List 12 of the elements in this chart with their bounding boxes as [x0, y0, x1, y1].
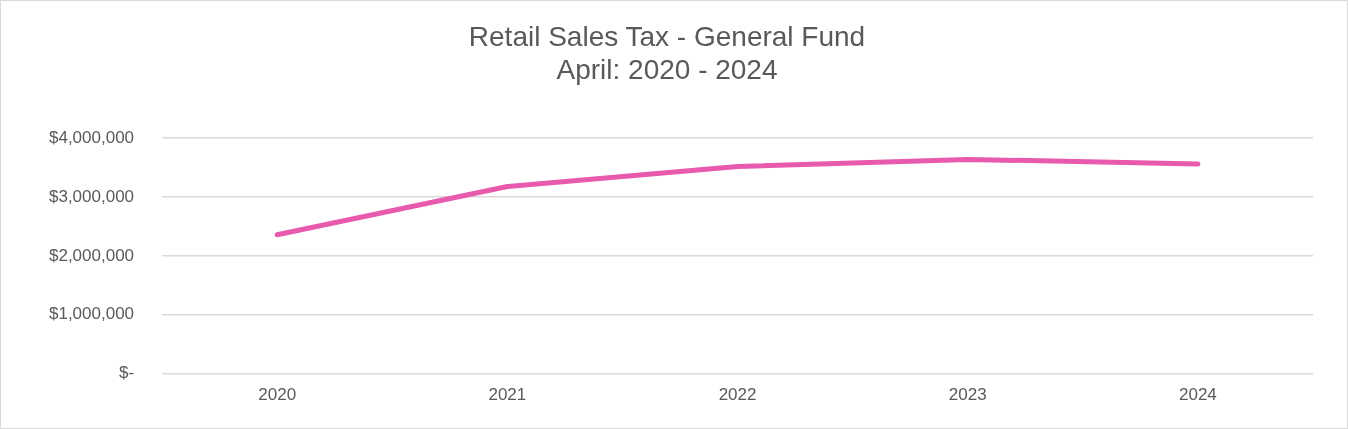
- x-tick-label: 2020: [258, 385, 297, 405]
- chart-subtitle: April: 2020 - 2024: [556, 54, 778, 86]
- chart-title: Retail Sales Tax - General Fund: [468, 20, 866, 52]
- x-tick-label: 2021: [488, 385, 527, 405]
- x-tick-label: 2024: [1178, 385, 1217, 405]
- x-tick-label: 2023: [948, 385, 987, 405]
- y-tick-label: $3,000,000: [48, 186, 135, 206]
- y-tick-label: $1,000,000: [48, 304, 135, 324]
- y-tick-label: $2,000,000: [48, 245, 135, 265]
- x-tick-label: 2022: [718, 385, 757, 405]
- y-tick-label: $-: [118, 363, 135, 383]
- y-tick-label: $4,000,000: [48, 127, 135, 147]
